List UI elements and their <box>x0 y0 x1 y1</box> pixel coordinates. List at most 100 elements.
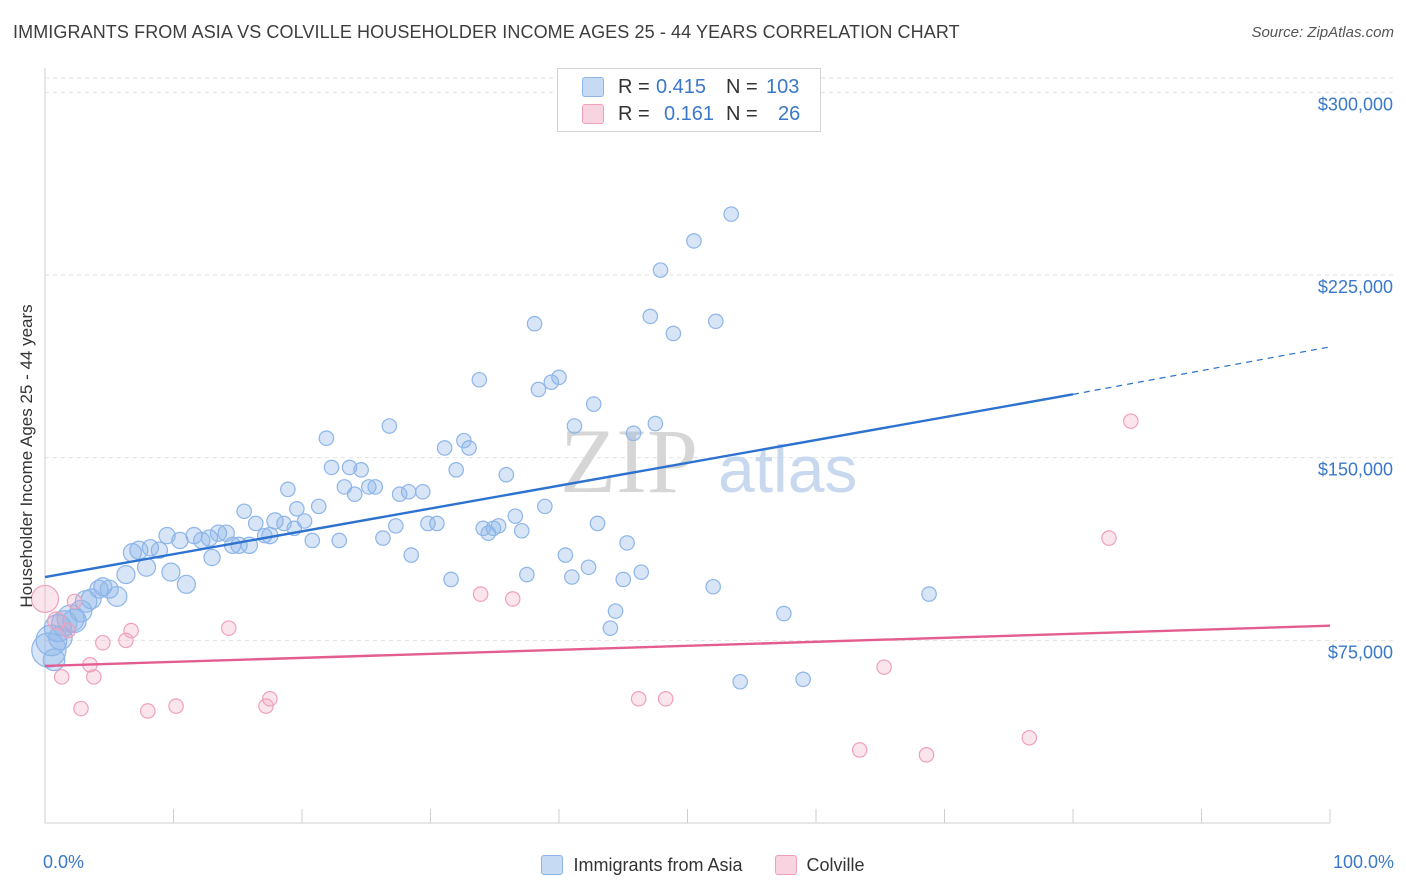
axes <box>44 68 1331 824</box>
legend-n-label: N = <box>726 75 758 98</box>
asia-point <box>921 586 937 602</box>
asia-point <box>607 603 624 619</box>
colville-point <box>258 698 274 714</box>
asia-point <box>619 535 635 551</box>
asia-point <box>471 371 488 388</box>
legend-label-asia: Immigrants from Asia <box>573 854 743 875</box>
colville-point <box>95 634 111 651</box>
asia-point <box>280 481 296 498</box>
series-legend: Immigrants from Asia Colville <box>0 852 1406 878</box>
asia-point <box>665 325 682 342</box>
asia-point <box>647 415 664 432</box>
asia-point <box>296 513 313 529</box>
colville-point <box>118 632 134 649</box>
colville-point <box>1101 530 1117 546</box>
asia-point <box>705 578 721 595</box>
asia-point <box>420 515 436 532</box>
asia-point <box>323 459 340 476</box>
asia-point <box>403 547 420 563</box>
asia-point <box>566 418 583 434</box>
asia-point <box>625 425 642 442</box>
x-tick-label-max: 100.0% <box>1332 852 1394 872</box>
grid-lines <box>45 77 1393 641</box>
y-tick-labels: $75,000 $150,000 $225,000 $300,000 <box>1318 94 1393 662</box>
legend-n-value: 103 <box>766 75 800 98</box>
watermark-atlas: atlas <box>718 432 857 506</box>
legend-n-label: N = <box>726 102 758 125</box>
asia-point <box>150 541 169 559</box>
colville-point <box>851 742 868 758</box>
asia-point <box>585 396 602 412</box>
asia-point <box>116 564 136 585</box>
asia-point <box>557 547 574 563</box>
asia-point <box>732 673 748 690</box>
asia-point <box>543 374 560 390</box>
asia-point <box>331 532 348 549</box>
legend-row-colville: R = 0.161 N = 26 <box>582 102 800 126</box>
legend-r-value: 0.161 <box>664 102 715 125</box>
legend-item-asia: Immigrants from Asia <box>541 854 743 876</box>
colville-point <box>504 591 521 607</box>
legend-r-label: R = <box>618 75 650 98</box>
legend-n-value: 26 <box>778 102 801 125</box>
colville-point <box>220 620 237 636</box>
asia-point <box>507 508 524 524</box>
asia-point <box>429 515 445 532</box>
asia-point <box>519 566 535 583</box>
asia-point <box>723 206 739 222</box>
asia-point <box>353 462 369 478</box>
asia-point <box>686 233 702 249</box>
y-tick-label: $225,000 <box>1318 277 1393 297</box>
asia-point <box>304 532 321 549</box>
colville-point <box>140 703 156 719</box>
colville-point <box>73 700 89 717</box>
chart-title: IMMIGRANTS FROM ASIA VS COLVILLE HOUSEHO… <box>13 22 960 42</box>
y-tick-label: $150,000 <box>1318 460 1393 480</box>
asia-point <box>161 562 181 582</box>
legend-row-asia: R = 0.415 N = 103 <box>582 75 799 99</box>
asia-point <box>318 430 335 446</box>
asia-point <box>580 559 597 576</box>
asia-point <box>346 486 363 503</box>
x-tick-label-min: 0.0% <box>43 852 85 872</box>
asia-point <box>530 381 547 398</box>
legend-swatch-colville <box>582 104 604 124</box>
asia-point <box>400 483 417 500</box>
asia-point <box>310 498 327 515</box>
asia-point <box>642 308 659 325</box>
colville-point <box>262 690 278 707</box>
asia-trend-extension <box>1072 346 1331 395</box>
asia-point <box>526 315 543 332</box>
colville-point <box>918 747 935 763</box>
asia-point <box>513 522 530 539</box>
colville-trend-line <box>44 624 1331 668</box>
asia-point <box>414 483 431 500</box>
colville-point <box>30 584 60 614</box>
colville-point <box>53 669 70 685</box>
colville-point <box>630 690 647 707</box>
asia-point <box>99 579 119 599</box>
asia-point <box>436 440 453 456</box>
asia-point <box>203 548 221 567</box>
asia-point <box>367 479 384 495</box>
y-axis-label: Householder Income Ages 25 - 44 years <box>17 304 36 608</box>
asia-point <box>448 462 464 478</box>
asia-point <box>158 526 176 545</box>
legend-label-colville: Colville <box>806 854 865 875</box>
legend-r-value: 0.415 <box>656 75 707 98</box>
asia-point <box>247 515 264 532</box>
asia-point <box>176 574 196 594</box>
asia-point <box>537 498 553 515</box>
legend-item-colville: Colville <box>774 854 865 876</box>
asia-point <box>564 569 580 585</box>
colville-point <box>123 622 139 639</box>
asia-point <box>381 418 398 434</box>
asia-point <box>375 530 391 546</box>
colville-point <box>66 593 83 610</box>
source-label: Source: ZipAtlas.com <box>1251 24 1394 41</box>
asia-point <box>615 571 632 588</box>
asia-point <box>776 605 792 622</box>
asia-point <box>266 512 284 530</box>
asia-point <box>461 440 477 456</box>
legend-swatch-asia <box>541 855 564 875</box>
